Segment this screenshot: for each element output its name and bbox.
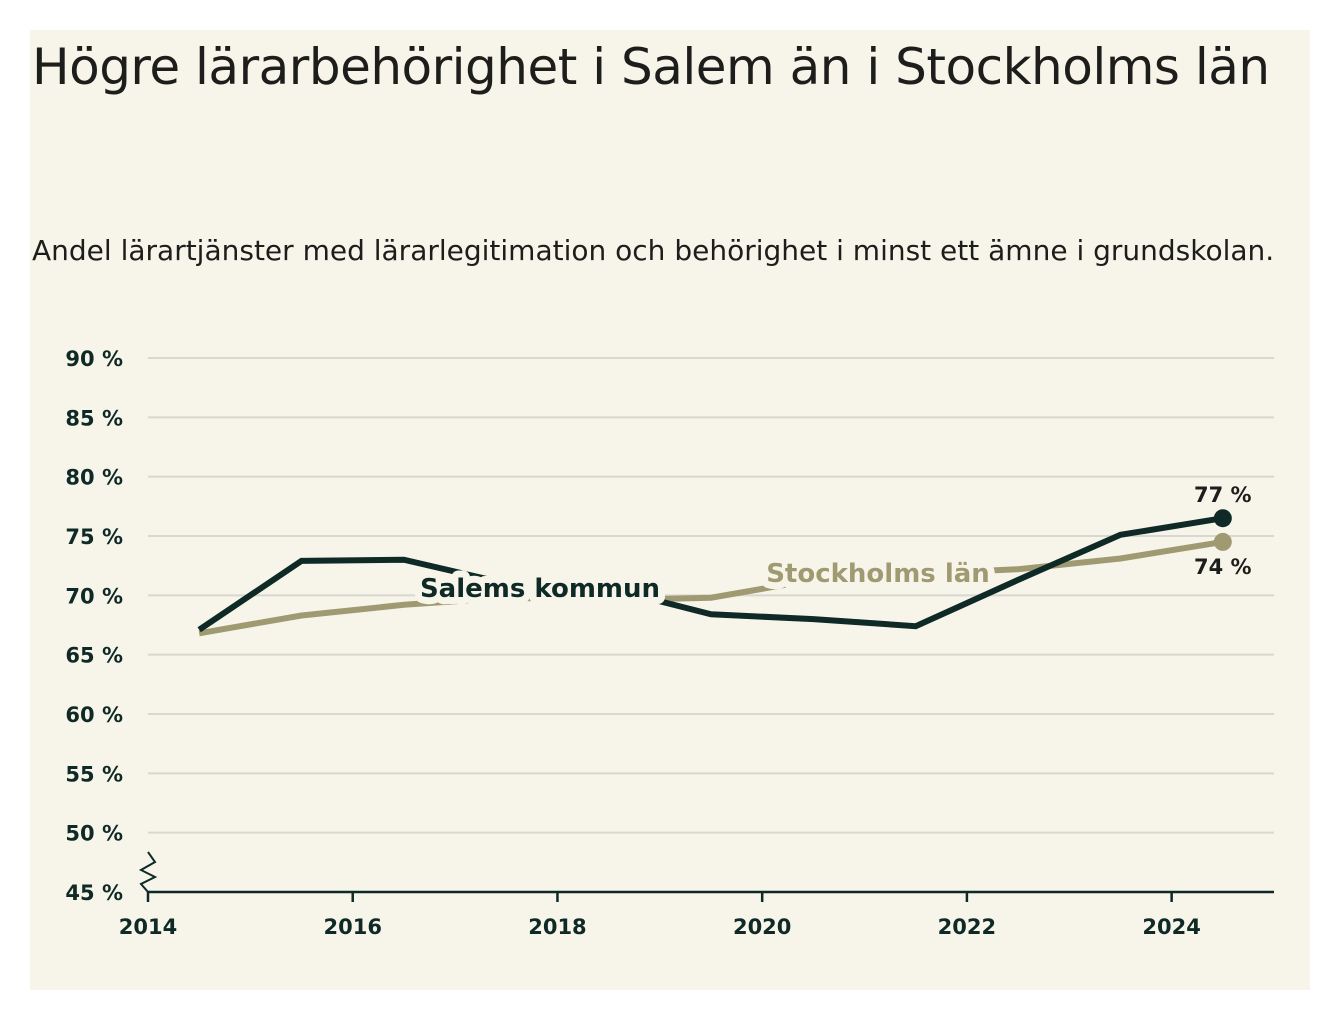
series-label-stockholm: Stockholms län bbox=[766, 559, 990, 589]
end-label-salem: 77 % bbox=[1194, 483, 1252, 507]
y-tick-label: 55 % bbox=[65, 762, 123, 786]
x-axis-ticks: 2014 2016 2018 2020 2022 2024 bbox=[119, 892, 1201, 939]
series-label-salem-halo: Salems kommun bbox=[420, 574, 660, 604]
series-label-salem: Salems kommun bbox=[420, 574, 660, 604]
chart-subtitle: Andel lärartjänster med lärarlegitimatio… bbox=[32, 234, 1275, 267]
end-label-stockholm: 74 % bbox=[1194, 555, 1252, 579]
x-tick-label: 2024 bbox=[1142, 915, 1200, 939]
y-tick-label: 70 % bbox=[65, 584, 123, 608]
series-label-stockholm-halo: Stockholms län bbox=[766, 559, 990, 589]
y-tick-label: 60 % bbox=[65, 703, 123, 727]
end-point-stockholm bbox=[1213, 532, 1232, 551]
x-tick-label: 2018 bbox=[528, 915, 586, 939]
y-tick-label: 90 % bbox=[65, 347, 123, 371]
x-tick-label: 2020 bbox=[733, 915, 791, 939]
axis-break-icon bbox=[138, 851, 158, 893]
y-tick-label: 75 % bbox=[65, 525, 123, 549]
chart-title: Högre lärarbehörighet i Salem än i Stock… bbox=[32, 38, 1270, 96]
x-axis bbox=[138, 851, 1274, 894]
y-tick-label: 45 % bbox=[65, 881, 123, 905]
y-axis-ticks: 45 % 50 % 55 % 60 % 65 % 70 % 75 % 80 % 85 % 90 % bbox=[65, 347, 123, 905]
y-tick-label: 65 % bbox=[65, 644, 123, 668]
end-point-salem bbox=[1213, 509, 1232, 528]
y-tick-label: 85 % bbox=[65, 406, 123, 430]
series-line-salem bbox=[197, 515, 1224, 633]
y-tick-label: 80 % bbox=[65, 466, 123, 490]
series-lines bbox=[197, 515, 1224, 637]
x-tick-label: 2022 bbox=[938, 915, 996, 939]
y-tick-label: 50 % bbox=[65, 822, 123, 846]
x-tick-label: 2016 bbox=[324, 915, 382, 939]
x-tick-label: 2014 bbox=[119, 915, 177, 939]
chart-card bbox=[30, 30, 1310, 990]
